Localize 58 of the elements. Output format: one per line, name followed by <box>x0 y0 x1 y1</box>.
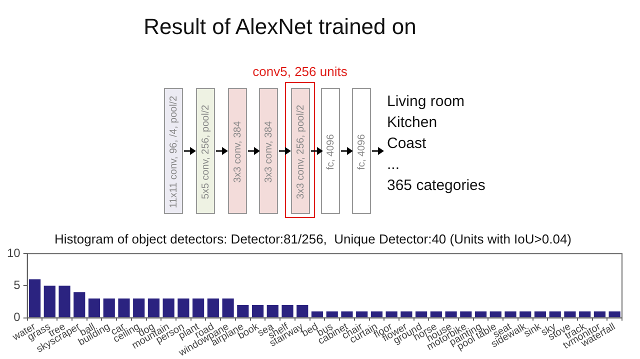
y-tick-label: 10 <box>6 246 21 260</box>
text: Coast <box>387 135 426 152</box>
bar <box>356 311 368 318</box>
bar <box>178 298 190 318</box>
bar <box>222 298 234 318</box>
bar <box>445 311 457 318</box>
bar <box>341 311 353 318</box>
y-tick-label: 5 <box>14 278 21 292</box>
bar <box>74 292 86 318</box>
text: fc, 4096 <box>326 134 336 170</box>
y-tick-label: 0 <box>14 310 21 324</box>
bar <box>296 304 308 318</box>
bar <box>103 298 115 318</box>
bar <box>416 311 428 318</box>
bar <box>520 311 532 318</box>
bar <box>88 298 100 318</box>
bar <box>44 286 56 318</box>
bar <box>326 311 338 318</box>
bar <box>266 304 278 318</box>
bar <box>118 298 130 318</box>
text: 3x3 conv, 384 <box>232 121 244 183</box>
bar <box>148 298 160 318</box>
bar <box>549 311 561 318</box>
bar <box>534 311 546 318</box>
bar <box>594 311 606 318</box>
text: 5x5 conv, 256, pool/2 <box>200 104 212 200</box>
text: 3x3 conv, 384 <box>264 121 274 183</box>
bar <box>192 298 204 318</box>
bar <box>311 311 324 318</box>
bar <box>400 311 412 318</box>
bar <box>460 311 472 318</box>
text: conv5, 256 units <box>252 64 348 79</box>
bar <box>504 311 516 318</box>
bar <box>490 311 502 318</box>
bar <box>564 311 576 318</box>
bar <box>430 311 442 318</box>
bar <box>237 304 249 318</box>
text: 365 categories <box>387 177 486 194</box>
text: 3x3 conv, 256, pool/2 <box>296 104 306 200</box>
bar <box>207 298 219 318</box>
bar <box>579 311 591 318</box>
bar <box>133 298 145 318</box>
text: 11x11 conv, 96, /4, pool/2 <box>168 96 180 208</box>
bar <box>252 304 264 318</box>
bar <box>608 311 620 318</box>
bar <box>370 311 383 318</box>
bar <box>58 286 70 318</box>
text: Result of AlexNet trained on <box>142 14 418 40</box>
text: fc, 4096 <box>356 134 368 170</box>
bar <box>386 311 398 318</box>
bar <box>28 279 41 318</box>
bar <box>474 311 487 318</box>
text: Living room <box>387 93 465 110</box>
chart-title: Histogram of object detectors: Detector:81/256, Unique Detector:40 (Units with IoU>0.04) <box>54 231 572 246</box>
bar <box>162 298 174 318</box>
text: Kitchen <box>387 114 438 131</box>
text: ... <box>387 156 400 173</box>
bar <box>282 304 294 318</box>
